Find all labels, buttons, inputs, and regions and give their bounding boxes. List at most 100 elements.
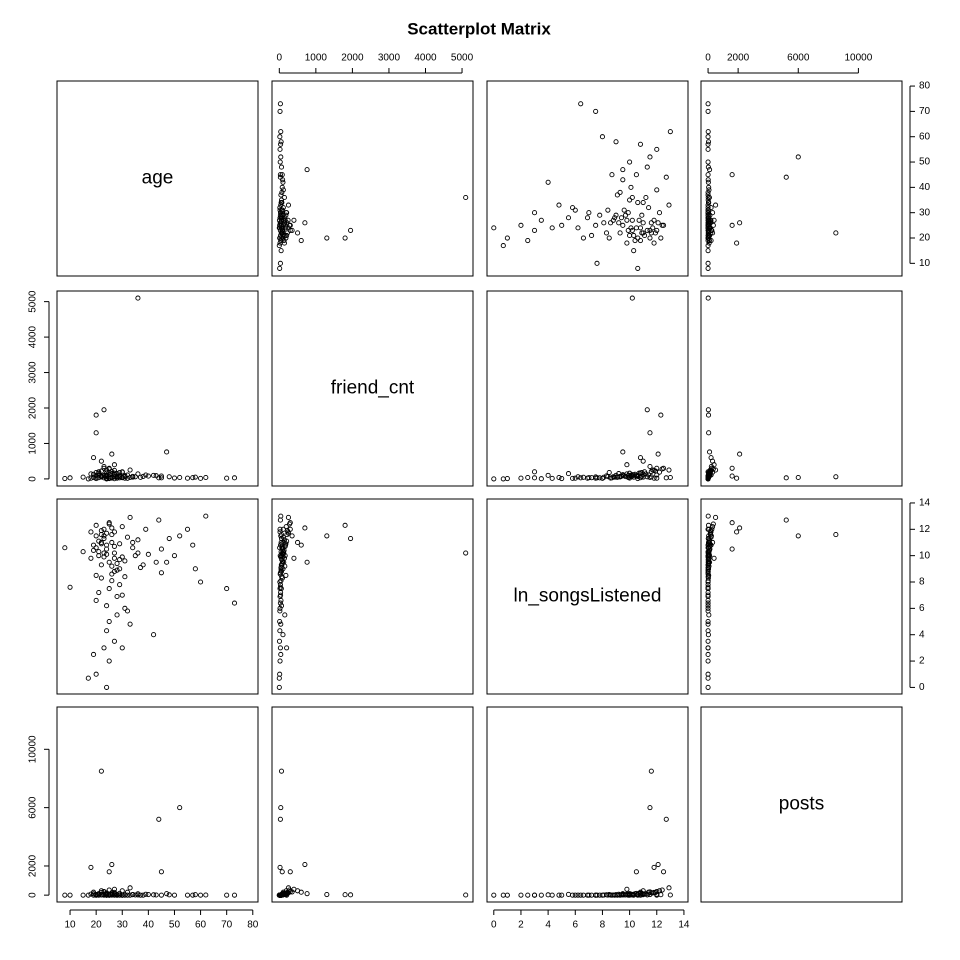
x-tick-label: 10 xyxy=(624,920,636,931)
point xyxy=(130,892,136,898)
point xyxy=(651,240,657,246)
panel-frame xyxy=(56,706,259,903)
point xyxy=(518,475,524,481)
point xyxy=(580,474,586,480)
point xyxy=(80,474,86,480)
point xyxy=(114,567,120,573)
panel-frame xyxy=(56,290,259,487)
point xyxy=(637,455,644,461)
point xyxy=(627,475,633,481)
point xyxy=(140,892,146,898)
point xyxy=(599,892,605,898)
x-tick-label: 2000 xyxy=(727,53,750,64)
point xyxy=(705,562,711,568)
point xyxy=(117,469,123,476)
point xyxy=(277,605,283,611)
point xyxy=(278,129,284,135)
point xyxy=(278,197,285,203)
point xyxy=(593,474,599,480)
x-tick-label: 0 xyxy=(277,53,283,64)
point xyxy=(132,892,138,898)
y-tick-label: 14 xyxy=(919,498,931,509)
point xyxy=(285,529,291,535)
point xyxy=(549,892,555,898)
point xyxy=(135,295,141,301)
point xyxy=(706,472,712,478)
point xyxy=(101,465,107,471)
point xyxy=(122,475,128,481)
point xyxy=(90,651,97,658)
point xyxy=(104,542,110,548)
point xyxy=(284,532,290,538)
point xyxy=(96,470,102,476)
point xyxy=(111,529,117,535)
point xyxy=(114,474,120,480)
point xyxy=(164,559,170,565)
point xyxy=(639,212,645,218)
point xyxy=(279,545,285,551)
point xyxy=(122,605,128,611)
x-tick-label: 10000 xyxy=(844,53,872,64)
point xyxy=(278,248,284,254)
point xyxy=(96,538,102,544)
point xyxy=(190,542,196,548)
point xyxy=(304,167,310,173)
point xyxy=(705,265,711,271)
point xyxy=(624,462,630,468)
point xyxy=(145,892,151,898)
panel xyxy=(486,80,689,277)
point xyxy=(158,473,164,479)
point xyxy=(627,159,633,165)
point xyxy=(559,222,565,228)
point xyxy=(156,816,162,822)
point xyxy=(277,816,283,822)
point xyxy=(137,474,144,480)
point xyxy=(109,532,115,538)
point xyxy=(631,248,637,254)
point xyxy=(184,526,191,532)
point xyxy=(713,202,719,208)
point xyxy=(132,553,138,559)
point xyxy=(706,200,712,206)
point xyxy=(106,586,112,592)
point xyxy=(737,525,743,531)
point xyxy=(203,513,209,519)
point xyxy=(231,475,238,481)
x-tick-label: 4 xyxy=(545,920,551,931)
point xyxy=(302,220,308,226)
point xyxy=(620,167,626,173)
point xyxy=(277,227,283,233)
point xyxy=(663,475,669,481)
point xyxy=(127,514,133,520)
point xyxy=(627,232,633,239)
point xyxy=(706,240,712,246)
point xyxy=(111,638,117,644)
panel-frame xyxy=(700,498,903,695)
point xyxy=(706,194,712,201)
point xyxy=(659,887,665,893)
point xyxy=(158,570,164,576)
point xyxy=(98,562,104,568)
point xyxy=(280,891,286,897)
point xyxy=(277,172,283,178)
point xyxy=(705,202,711,208)
point xyxy=(635,200,641,206)
point xyxy=(282,225,289,231)
point xyxy=(648,890,654,896)
point xyxy=(104,470,110,476)
panel: posts xyxy=(700,706,903,903)
point xyxy=(654,472,660,478)
point xyxy=(280,225,286,231)
point xyxy=(705,621,711,627)
point xyxy=(706,184,712,190)
point xyxy=(122,558,128,564)
point xyxy=(304,559,310,565)
point xyxy=(629,194,635,201)
point xyxy=(637,141,644,147)
point xyxy=(90,471,97,477)
point xyxy=(663,816,669,822)
point xyxy=(106,466,112,472)
point xyxy=(117,566,123,572)
point xyxy=(705,567,711,573)
point xyxy=(635,265,641,271)
